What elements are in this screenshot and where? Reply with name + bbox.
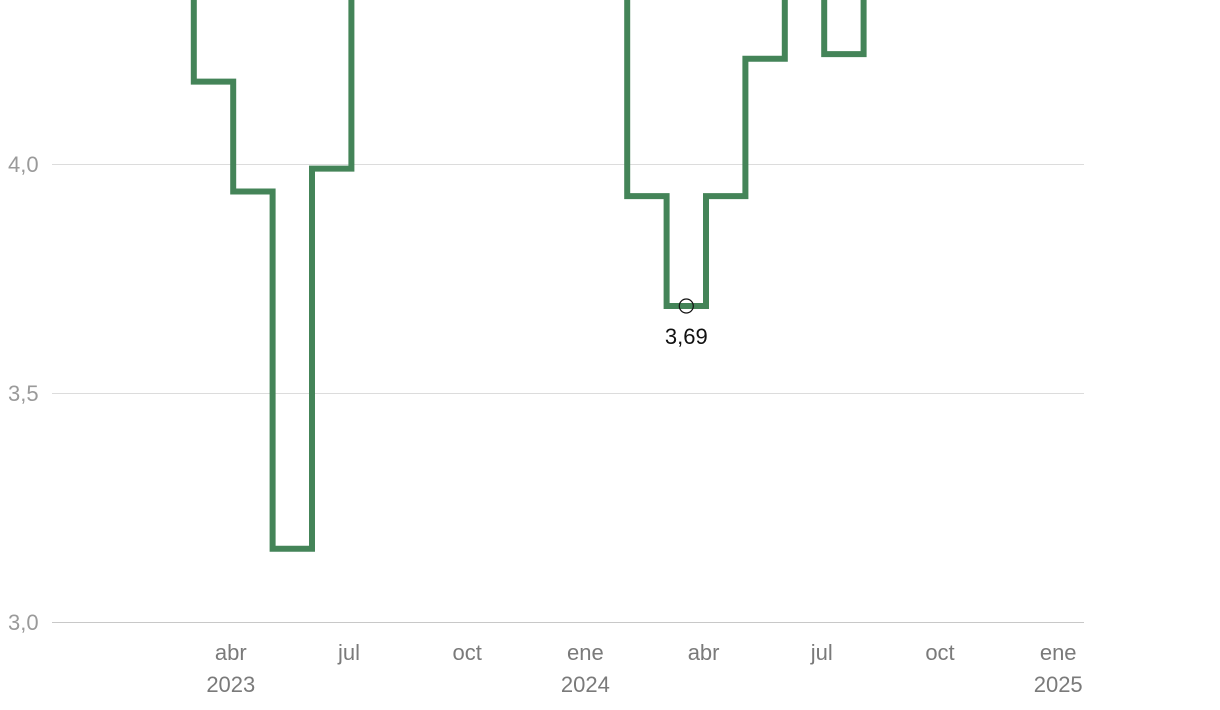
y-axis-ticks: 3,03,54,04,55,05,5	[8, 152, 39, 635]
grid-layer	[52, 164, 1084, 623]
x-tick-month-label: oct	[453, 640, 482, 665]
x-tick-month-label: ene	[1040, 640, 1077, 665]
y-tick-label: 4,0	[8, 152, 39, 177]
x-tick-month-label: oct	[925, 640, 954, 665]
y-tick-label: 3,5	[8, 381, 39, 406]
x-tick-month-label: abr	[688, 640, 720, 665]
series-line-acumulada	[190, 0, 867, 552]
x-tick-month-label: ene	[567, 640, 604, 665]
annotation-marker	[678, 298, 694, 314]
annotation-label: 3,69	[665, 324, 708, 349]
series-layer	[190, 0, 867, 552]
annotation-layer: 5,65,193,694,874,56	[665, 298, 708, 349]
y-tick-label: 3,0	[8, 610, 39, 635]
x-tick-month-label: jul	[337, 640, 360, 665]
x-axis-ticks: abr 2023 jul oct ene 2024 abr jul oct ene 2025	[206, 640, 1082, 697]
x-tick-month-label: jul	[810, 640, 833, 665]
x-tick-year-label: 2024	[561, 672, 610, 697]
x-tick-year-label: 2023	[206, 672, 255, 697]
x-tick-year-label: 2025	[1034, 672, 1083, 697]
x-tick-month-label: abr	[215, 640, 247, 665]
